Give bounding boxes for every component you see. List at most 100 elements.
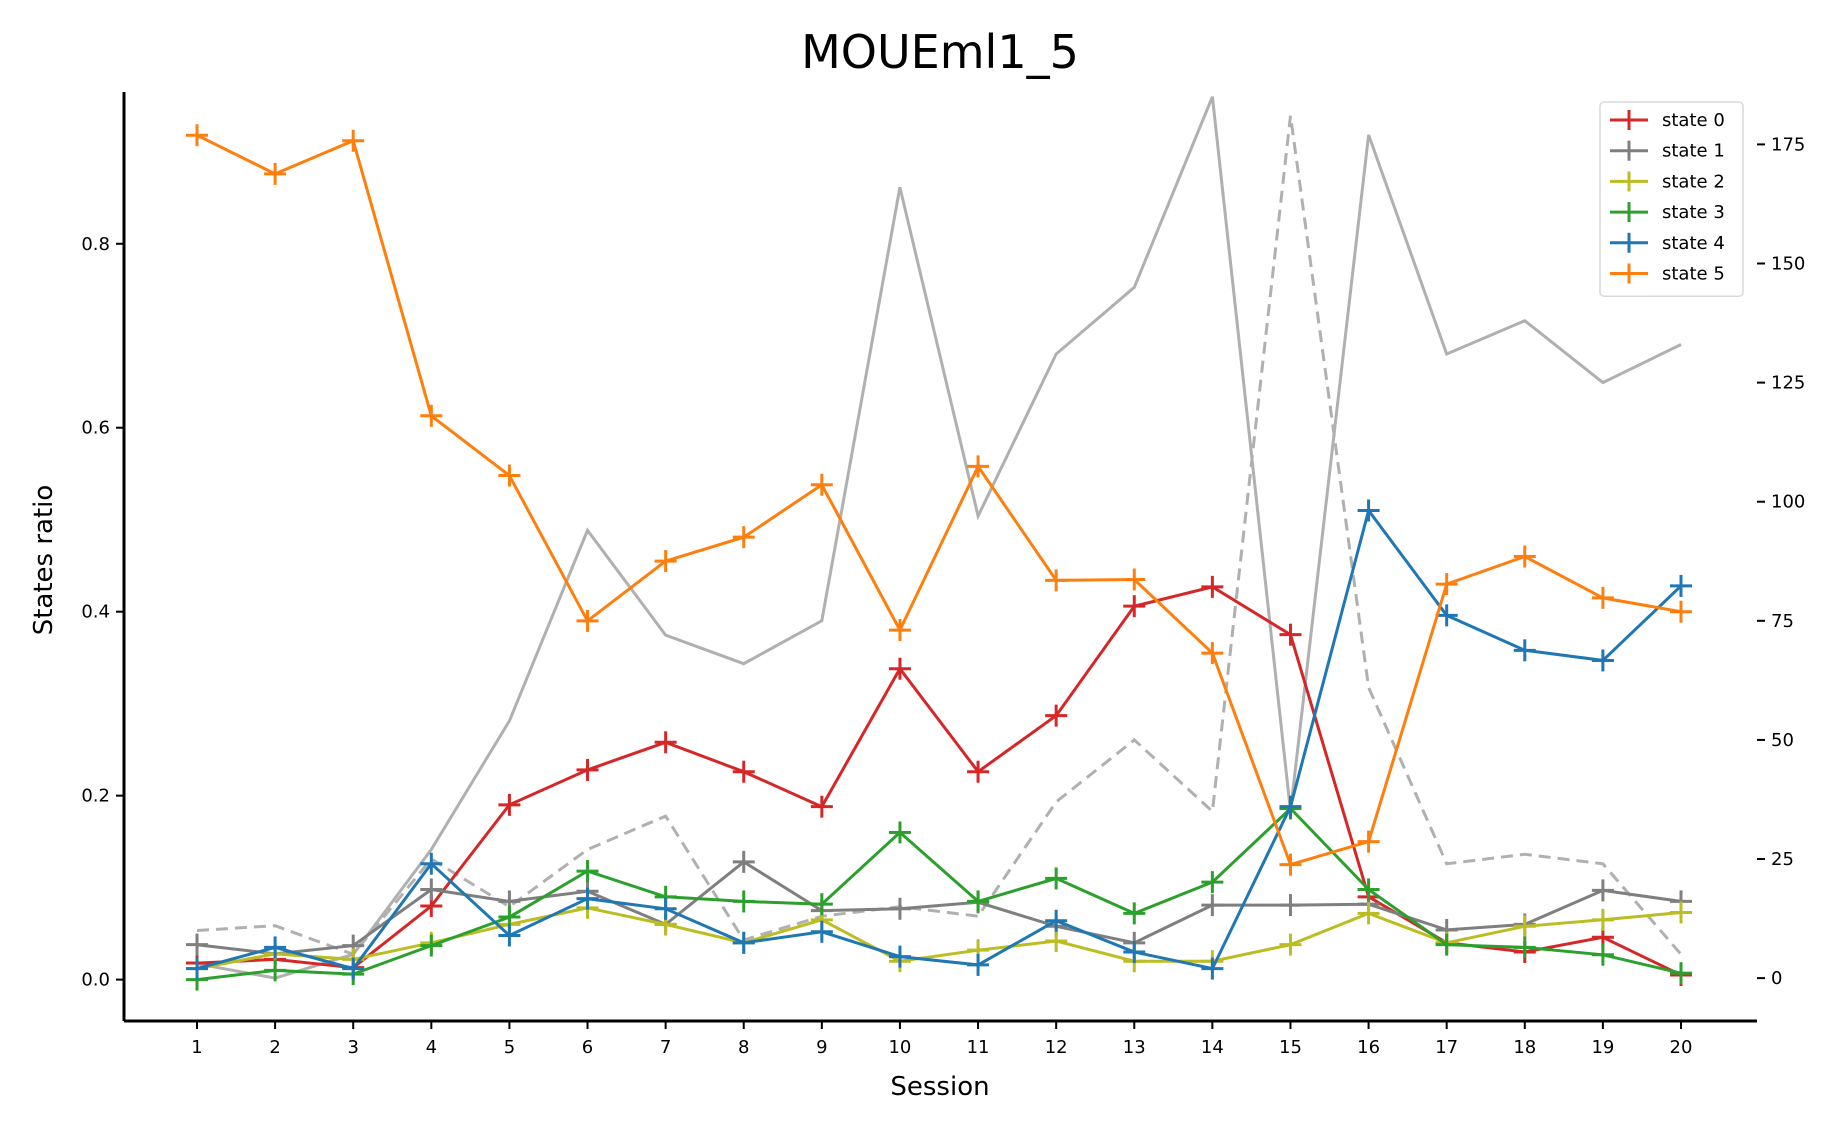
data-point <box>810 920 833 943</box>
series-line <box>196 133 1682 867</box>
x-tick-label: 19 <box>1591 1037 1614 1058</box>
data-point <box>186 933 208 956</box>
data-point <box>732 760 755 783</box>
x-tick-label: 12 <box>1045 1037 1068 1058</box>
data-point <box>1123 568 1146 591</box>
x-tick-label: 5 <box>504 1037 515 1058</box>
data-point <box>1279 853 1302 876</box>
data-point <box>420 934 443 957</box>
secondary-solid-line <box>196 96 1682 980</box>
data-point <box>498 924 521 947</box>
series-state-4 <box>186 499 1692 980</box>
data-point <box>1123 941 1146 964</box>
x-tick-label: 11 <box>967 1037 990 1058</box>
data-point <box>888 945 911 968</box>
legend-label: state 0 <box>1662 110 1725 131</box>
data-point <box>1357 830 1380 853</box>
series-line <box>196 585 1682 977</box>
y2-tick-label: 150 <box>1771 254 1805 275</box>
y2-tick-label: 75 <box>1771 611 1794 632</box>
legend-label: state 3 <box>1662 202 1725 223</box>
y-axis-label: States ratio <box>29 485 59 636</box>
data-point <box>576 860 599 883</box>
data-point <box>1513 545 1536 568</box>
y2-tick-label: 125 <box>1771 373 1805 394</box>
x-tick-label: 8 <box>738 1037 749 1058</box>
data-point <box>888 657 911 680</box>
data-point <box>1435 573 1458 596</box>
data-point <box>888 619 911 642</box>
data-point <box>1435 604 1458 627</box>
series-state-0 <box>186 575 1692 987</box>
data-point <box>420 404 443 427</box>
y-tick-label: 0.2 <box>81 786 110 807</box>
data-point <box>732 850 755 873</box>
data-point <box>1357 902 1380 925</box>
data-point <box>967 455 990 478</box>
data-point <box>732 890 755 913</box>
y2-tick-label: 175 <box>1771 134 1805 155</box>
data-point <box>1201 642 1224 665</box>
data-point <box>967 890 990 913</box>
data-point <box>888 897 911 920</box>
data-point <box>1045 569 1068 592</box>
legend-item: state 1 <box>1610 140 1725 162</box>
legend-label: state 5 <box>1662 264 1725 285</box>
data-point <box>1513 936 1536 959</box>
data-point <box>264 959 287 982</box>
data-point <box>810 893 833 916</box>
data-point <box>1201 894 1224 917</box>
legend: state 0 state 1 state 2 state 3 state 4 state… <box>1599 101 1744 297</box>
y-tick-label: 0.4 <box>81 602 110 623</box>
data-point <box>1045 909 1068 932</box>
x-tick-label: 4 <box>426 1037 437 1058</box>
secondary-dashed-line <box>196 115 1683 957</box>
x-tick-label: 6 <box>582 1037 593 1058</box>
x-tick-label: 14 <box>1201 1037 1224 1058</box>
data-point <box>1045 704 1068 727</box>
y-tick-label: 0.8 <box>81 234 110 255</box>
data-point <box>1279 623 1302 646</box>
chart-title: MOUEml1_5 <box>801 25 1079 79</box>
data-point <box>186 124 208 147</box>
y2-tick-label: 100 <box>1771 492 1805 513</box>
data-point <box>264 936 287 959</box>
legend-item: state 3 <box>1610 202 1725 223</box>
legend-item: state 4 <box>1610 232 1725 254</box>
data-point <box>732 526 755 549</box>
series-line <box>196 806 1682 982</box>
y2-tick-label: 50 <box>1771 730 1794 751</box>
x-tick-label: 2 <box>269 1037 280 1058</box>
data-point <box>967 953 990 976</box>
data-point <box>264 162 287 185</box>
x-tick-label: 16 <box>1357 1037 1380 1058</box>
data-point <box>498 906 521 929</box>
x-tick-label: 9 <box>816 1037 827 1058</box>
series-state-5 <box>186 124 1692 876</box>
data-point <box>1591 943 1614 966</box>
data-point <box>1201 957 1224 980</box>
y-tick-label: 0.0 <box>81 970 110 991</box>
x-tick-label: 7 <box>660 1037 671 1058</box>
data-point <box>186 957 208 980</box>
data-point <box>1357 878 1380 901</box>
data-point <box>1513 915 1536 938</box>
data-point <box>1357 499 1380 522</box>
data-point <box>1591 586 1614 609</box>
data-point <box>1123 595 1146 618</box>
data-point <box>498 793 521 816</box>
data-point <box>342 957 365 980</box>
data-point <box>1591 908 1614 931</box>
data-point <box>1513 639 1536 662</box>
legend-item: state 0 <box>1610 110 1725 131</box>
legend-item: state 5 <box>1610 263 1725 285</box>
data-point <box>1201 575 1224 598</box>
x-tick-label: 13 <box>1123 1037 1146 1058</box>
data-point <box>1670 901 1692 924</box>
data-point <box>1123 902 1146 925</box>
data-point <box>498 464 521 487</box>
data-point <box>654 731 677 754</box>
data-point <box>1591 879 1614 902</box>
x-axis-label: Session <box>890 1072 989 1102</box>
